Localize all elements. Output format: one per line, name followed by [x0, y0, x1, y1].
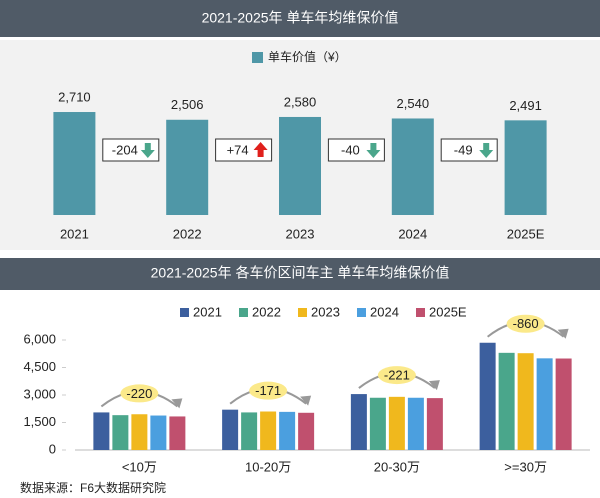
change-label: -40	[341, 142, 360, 157]
y-tick-label: 3,000	[23, 386, 56, 401]
change-badge	[249, 381, 288, 400]
bar	[279, 116, 321, 215]
change-label: -220	[126, 386, 152, 401]
chart-title: 2021-2025年 各车价区间车主 单车年均维保价值	[151, 265, 450, 281]
bar	[131, 414, 148, 450]
change-arrow	[479, 143, 494, 158]
y-tick-label: 6,000	[23, 331, 56, 346]
bar	[498, 352, 515, 450]
change-badge	[120, 384, 159, 403]
x-tick-label: 2022	[173, 226, 202, 241]
x-tick-label: 2021	[60, 226, 89, 241]
change-arrow	[366, 143, 381, 158]
change-arrowhead	[428, 380, 440, 391]
bar	[222, 409, 239, 450]
x-tick-label: <10万	[122, 459, 157, 474]
bar	[369, 397, 386, 450]
change-label: -221	[384, 368, 410, 383]
x-tick-label: >=30万	[504, 459, 547, 474]
legend-swatch	[239, 308, 248, 317]
change-label: -49	[454, 142, 473, 157]
source: 数据来源：F6大数据研究院	[20, 480, 166, 495]
legend-swatch	[416, 308, 425, 317]
bar	[426, 398, 443, 450]
change-badge	[506, 314, 545, 333]
x-tick-label: 2023	[286, 226, 315, 241]
legend-swatch	[298, 308, 307, 317]
value-label: 2,506	[171, 97, 204, 112]
change-arrowhead	[557, 328, 569, 339]
bar	[350, 394, 367, 450]
change-label: -204	[112, 142, 138, 157]
bar	[241, 412, 258, 450]
bar	[298, 412, 315, 450]
change-label: -171	[255, 383, 281, 398]
value-label: 2,491	[509, 98, 542, 113]
bar	[260, 411, 277, 450]
value-label: 2,710	[58, 89, 91, 104]
bar	[169, 416, 186, 450]
chart-title: 2021-2025年 单车年均维保价值	[202, 10, 399, 26]
bar	[388, 396, 405, 450]
bar	[93, 412, 110, 450]
y-tick-label: 4,500	[23, 359, 56, 374]
change-arrow	[140, 143, 155, 158]
x-tick-label: 2024	[398, 226, 427, 241]
bar	[517, 353, 534, 450]
legend-label: 单车价值（¥）	[268, 49, 347, 64]
bar	[555, 358, 572, 450]
value-label: 2,580	[284, 94, 317, 109]
bar	[150, 415, 167, 450]
legend-label: 2022	[252, 304, 281, 319]
value-label: 2,540	[397, 96, 430, 111]
legend-label: 2024	[370, 304, 399, 319]
legend-label: 2025E	[429, 304, 467, 319]
x-tick-label: 20-30万	[374, 459, 420, 474]
change-badge	[377, 366, 416, 385]
bar	[166, 119, 209, 215]
y-tick-label: 1,500	[23, 414, 56, 429]
bar	[479, 342, 496, 450]
x-tick-label: 2025E	[507, 226, 545, 241]
change-label: -860	[513, 316, 539, 331]
legend-label: 2021	[193, 304, 222, 319]
change-arrow	[253, 142, 268, 157]
bar	[53, 112, 96, 215]
change-arrowhead	[300, 395, 312, 406]
bar	[536, 358, 553, 450]
y-tick-label: 0	[49, 441, 56, 456]
x-tick-label: 10-20万	[245, 459, 291, 474]
header-bar	[0, 0, 600, 37]
bar	[391, 118, 434, 215]
legend-swatch	[180, 308, 189, 317]
legend-swatch	[252, 52, 263, 63]
legend-label: 2023	[311, 304, 340, 319]
header-bar	[0, 258, 600, 290]
bar	[112, 415, 129, 450]
change-label: +74	[227, 142, 249, 157]
legend-swatch	[357, 308, 366, 317]
change-arrowhead	[171, 398, 183, 409]
bar	[504, 120, 547, 215]
bar	[407, 397, 424, 450]
bar	[279, 411, 296, 450]
